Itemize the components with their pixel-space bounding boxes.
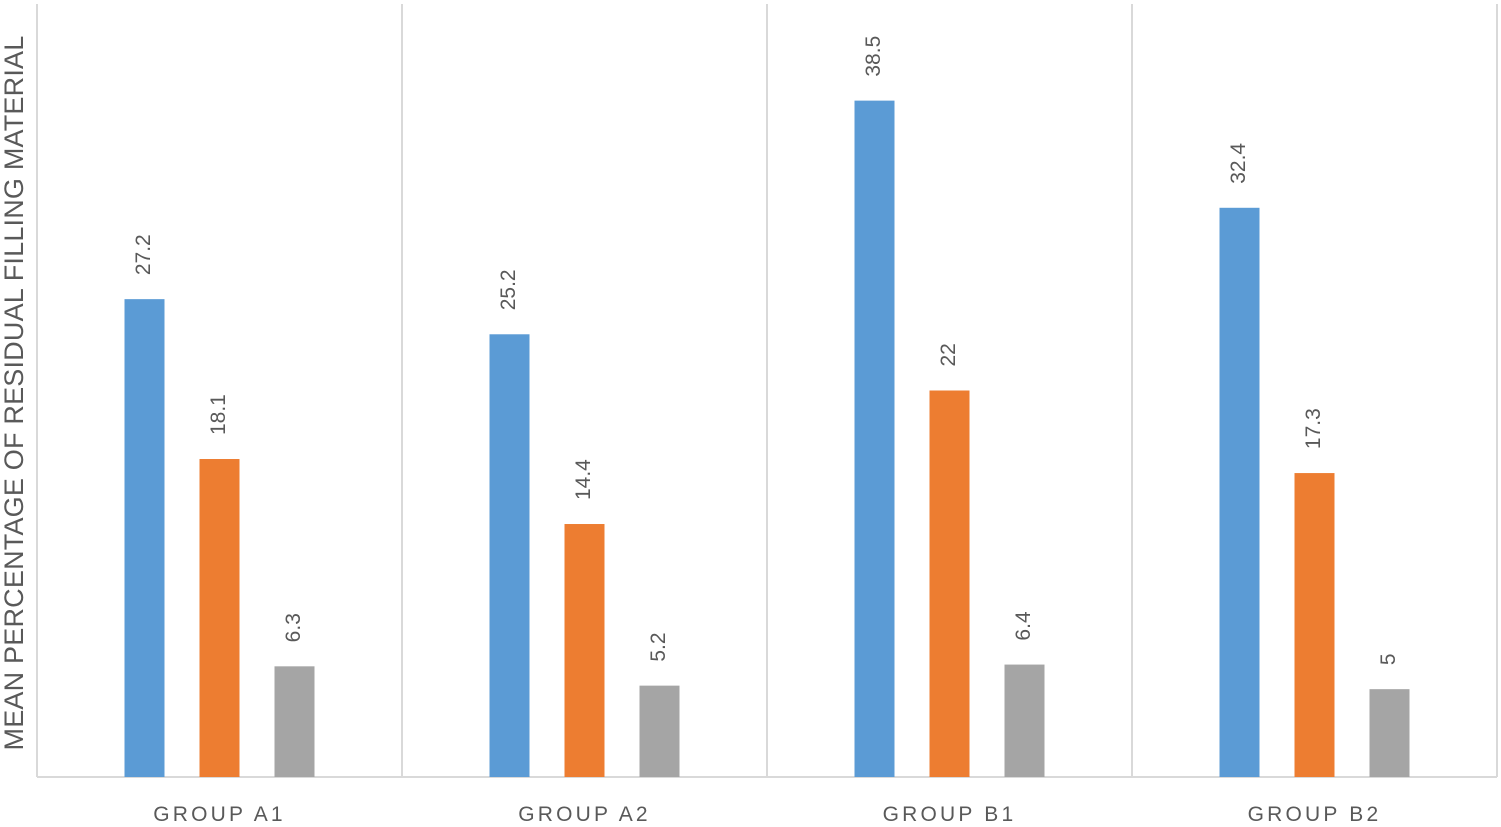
bar-value-label: 25.2 (497, 269, 520, 310)
bar-series-1-group-b1 (854, 100, 895, 777)
bar-series-2-group-b1 (929, 390, 970, 777)
chart-gridlines (36, 4, 1498, 778)
bar-value-label: 22 (937, 343, 960, 366)
y-axis-label: MEAN PERCENTAGE OF RESIDUAL FILLING MATE… (0, 36, 29, 751)
x-tick-label: GROUP B2 (1248, 803, 1382, 826)
x-tick-label: GROUP A2 (518, 803, 651, 826)
bar-series-2-group-b2 (1294, 473, 1335, 777)
bar-series-1-group-b2 (1219, 207, 1260, 778)
chart-bars (124, 100, 1410, 778)
x-tick-label: GROUP B1 (883, 803, 1017, 826)
bar-value-label: 5.2 (647, 632, 670, 661)
bar-series-3-group-b2 (1369, 689, 1410, 777)
bar-series-1-group-a1 (124, 299, 165, 777)
bar-series-3-group-b1 (1004, 664, 1045, 777)
bar-value-label: 27.2 (132, 234, 155, 275)
bar-value-label: 14.4 (572, 459, 595, 500)
bar-value-label: 38.5 (862, 36, 885, 77)
bar-value-label: 6.3 (282, 613, 305, 642)
bar-series-1-group-a2 (489, 334, 530, 777)
bar-series-3-group-a2 (639, 685, 680, 777)
bar-value-label: 5 (1377, 653, 1400, 665)
bar-value-label: 32.4 (1227, 143, 1250, 184)
chart-data-labels: 27.2 18.1 6.3 25.2 14.4 5.2 38.5 22 6.4 32.4 17.3 5 (132, 36, 1400, 665)
bar-value-label: 6.4 (1012, 611, 1035, 641)
bar-series-3-group-a1 (274, 666, 315, 777)
bar-value-label: 17.3 (1302, 408, 1325, 449)
bar-series-2-group-a2 (564, 524, 605, 777)
bar-value-label: 18.1 (207, 394, 230, 435)
bar-series-2-group-a1 (199, 459, 240, 777)
chart-category-labels: GROUP A1 GROUP A2 GROUP B1 GROUP B2 (153, 803, 1382, 826)
x-tick-label: GROUP A1 (153, 803, 286, 826)
